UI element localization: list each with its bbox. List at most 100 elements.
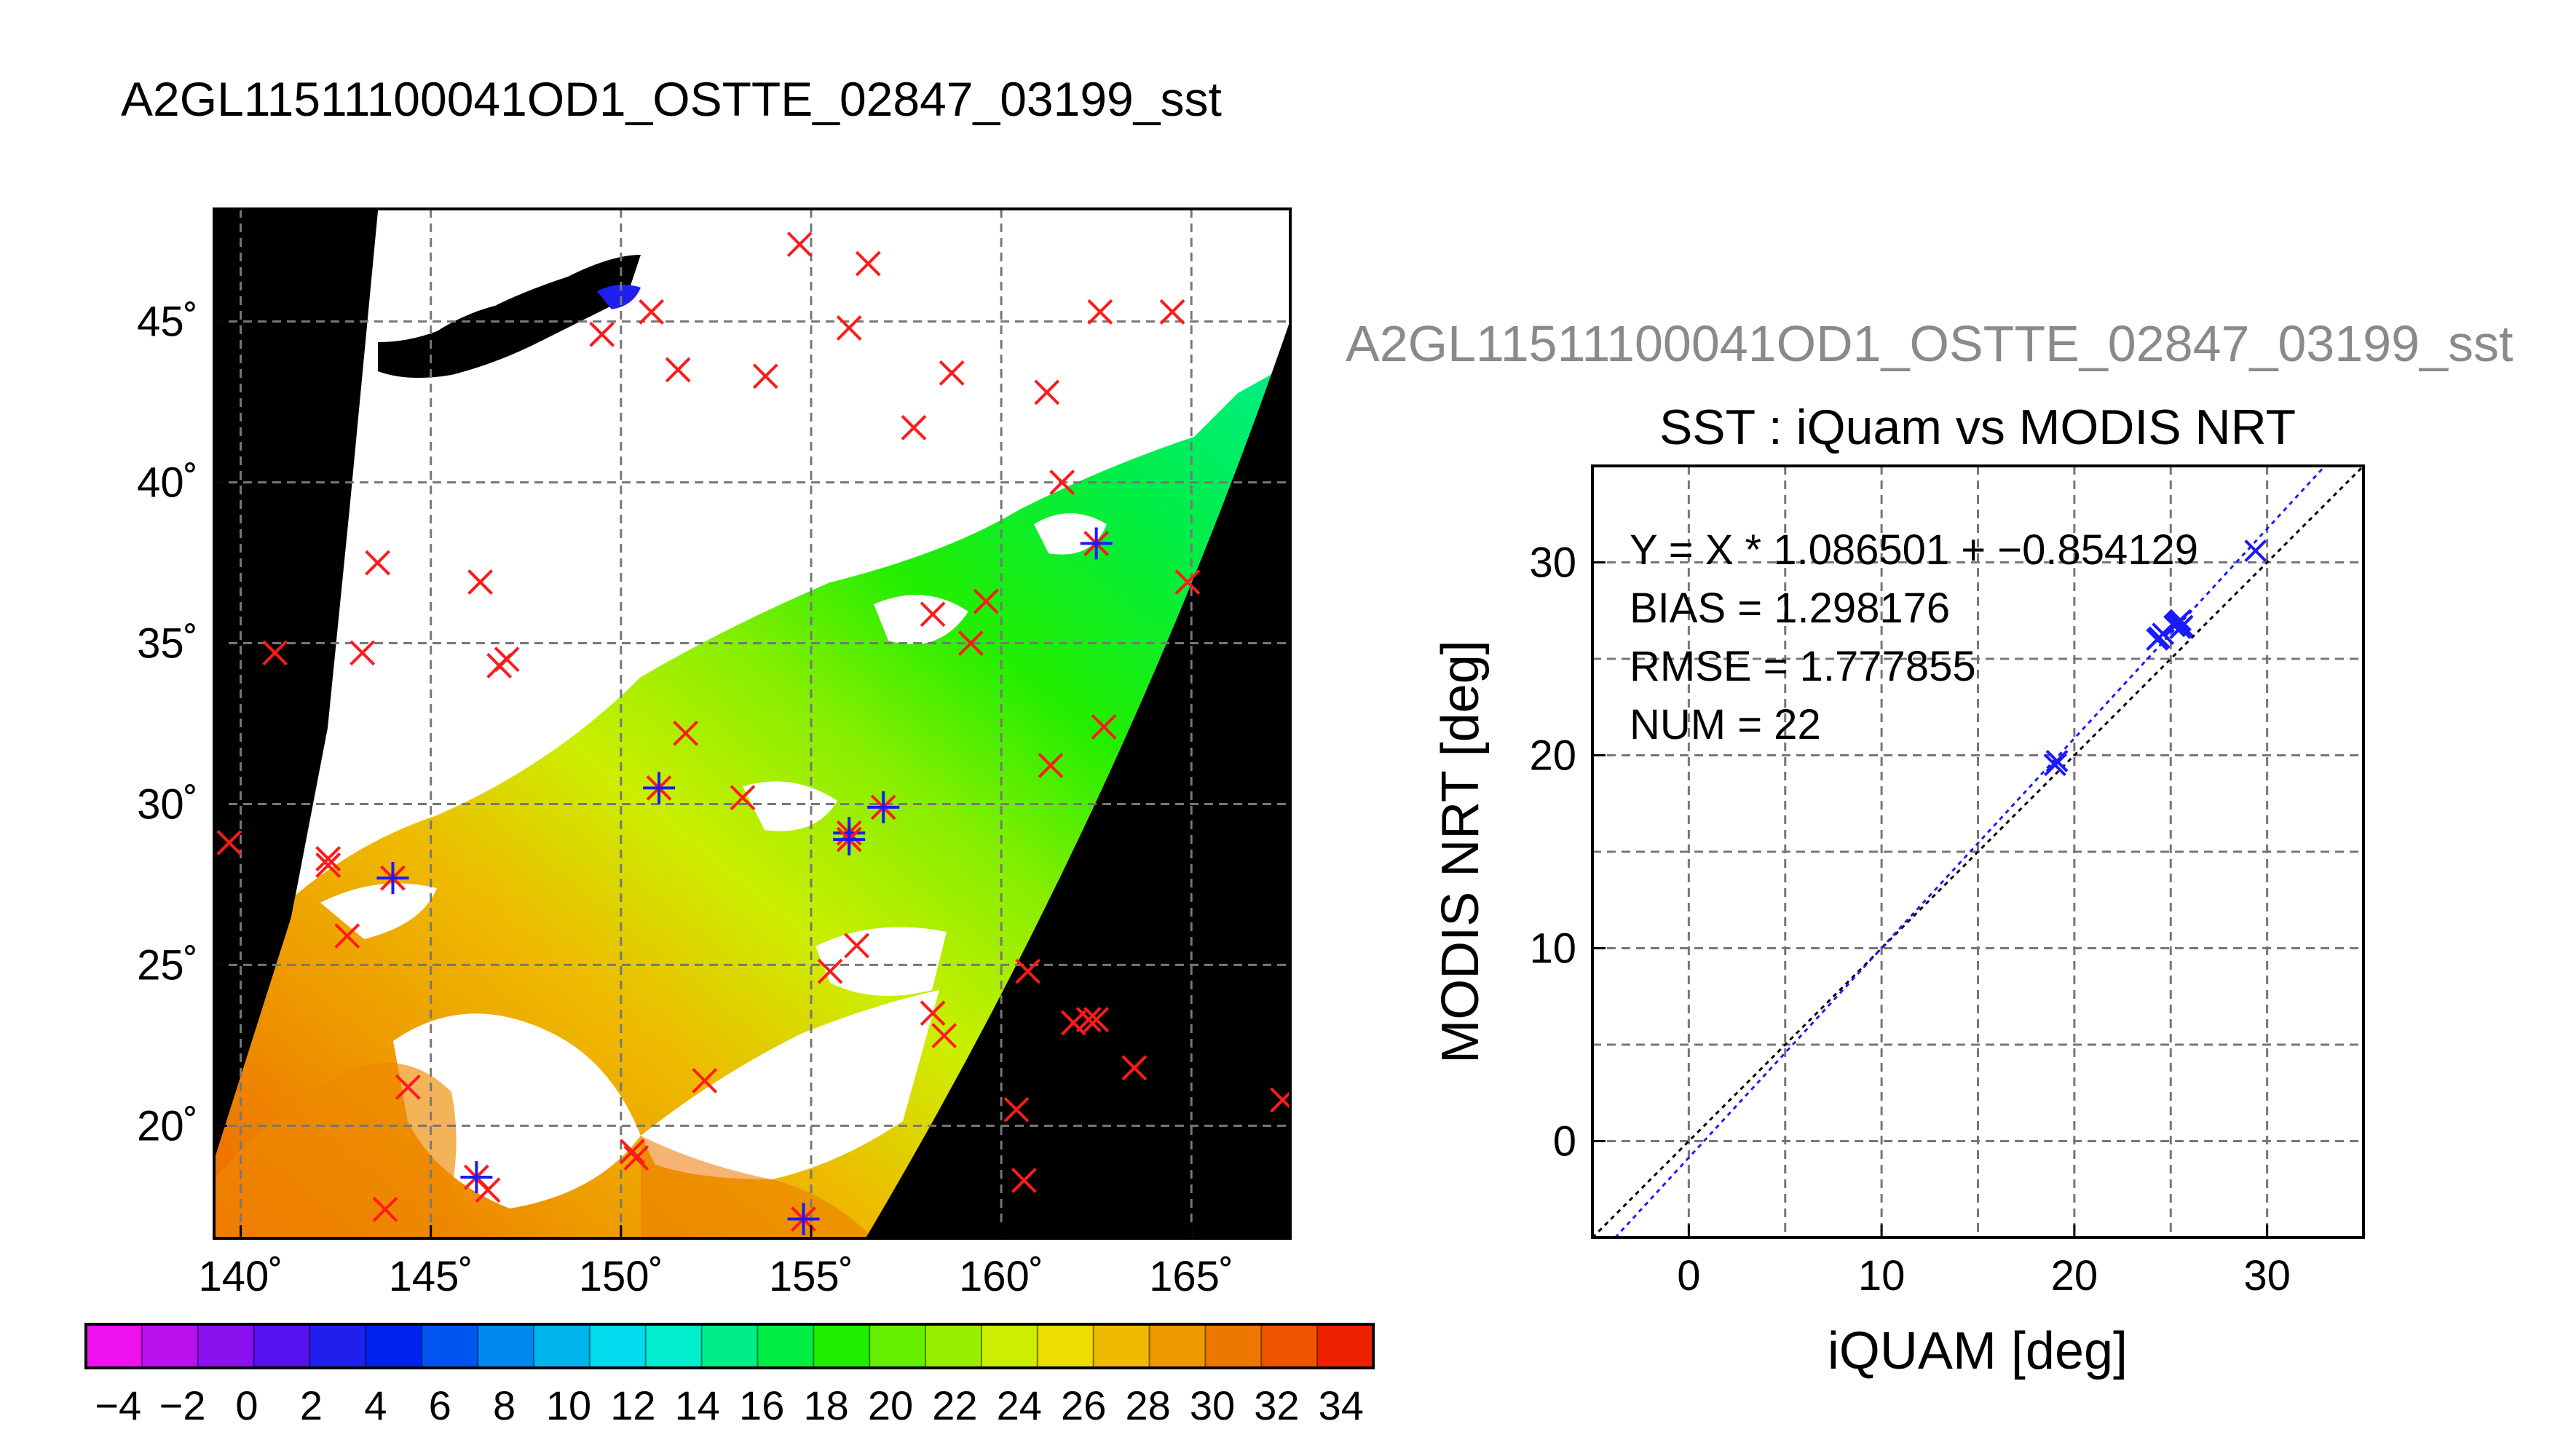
matchup-marker (957, 630, 984, 656)
matchup-marker (1174, 569, 1201, 595)
scatter-annotation: NUM = 22 (1630, 701, 1821, 748)
matchup-marker (673, 720, 699, 746)
page-title: A2GL11511100041OD1_OSTTE_02847_03199_sst (121, 72, 1222, 126)
colorbar-cells (86, 1324, 1374, 1368)
sst-warm-core (214, 1063, 457, 1238)
map-x-tick-label: 140˚ (199, 1253, 283, 1300)
colorbar-cell (1261, 1324, 1319, 1368)
colorbar-tick-label: 2 (300, 1382, 323, 1428)
colorbar-tick-label: 12 (610, 1382, 655, 1428)
matchup-marker (665, 357, 691, 383)
land-mass (378, 255, 641, 378)
matchup-marker (730, 785, 756, 811)
colorbar-cell (141, 1324, 199, 1368)
matchup-marker (1049, 470, 1075, 496)
matchup-marker (623, 1145, 649, 1171)
colorbar-tick-label: 6 (429, 1382, 451, 1428)
matchup-marker (920, 601, 946, 628)
matchup-marker (1003, 1096, 1030, 1123)
matchup-marker (817, 958, 843, 984)
matchup-marker (350, 640, 376, 666)
matchup-marker (372, 1196, 398, 1222)
matchup-marker (216, 830, 242, 855)
scatter-ticks: 0 10 20 30 0 10 20 30 (1529, 539, 2290, 1300)
matchup-marker (786, 232, 813, 258)
valid-matchup-marker (460, 1161, 493, 1194)
scatter-point (2169, 609, 2192, 632)
regression-line (1614, 464, 2326, 1239)
scatter-x-tick-label: 10 (1858, 1252, 1906, 1299)
matchup-marker (844, 933, 870, 959)
scatter-point (2045, 750, 2069, 772)
map-x-tick-label: 150˚ (579, 1253, 663, 1300)
scatter-title: SST : iQuam vs MODIS NRT (1659, 400, 2296, 455)
matchup-marker (620, 1139, 645, 1165)
colorbar-cell (533, 1324, 591, 1368)
matchup-marker (692, 1068, 718, 1093)
scatter-points (2043, 539, 2267, 777)
colorbar-cell (197, 1324, 255, 1368)
colorbar-tick-label: 14 (675, 1382, 720, 1428)
map-y-tick-label: 40˚ (137, 459, 198, 507)
colorbar-tick-label: 34 (1319, 1382, 1364, 1428)
map-markers (216, 232, 1290, 1235)
matchup-marker (262, 640, 288, 666)
matchup-marker (365, 550, 390, 576)
colorbar-tick-label: 26 (1061, 1382, 1106, 1428)
scatter-x-tick-label: 0 (1677, 1252, 1700, 1299)
colorbar-frame (84, 1323, 1375, 1369)
scatter-x-tick-label: 30 (2243, 1252, 2291, 1299)
map-frame (213, 207, 1292, 1240)
matchup-marker (1159, 298, 1185, 325)
colorbar-cell (478, 1324, 534, 1368)
map-x-tick-label: 155˚ (769, 1253, 853, 1300)
matchup-marker (901, 415, 927, 440)
map-y-tick-label: 35˚ (137, 620, 198, 668)
colorbar-cell (86, 1324, 143, 1368)
matchup-marker (467, 569, 493, 595)
map-x-tick-label: 145˚ (389, 1253, 473, 1300)
scatter-point (2152, 622, 2175, 645)
map-x-axis: 140˚ 145˚ 150˚ 155˚ 160˚ 165˚ (199, 1225, 1233, 1300)
colorbar-tick-label: 30 (1190, 1382, 1235, 1428)
scatter-point (2169, 617, 2192, 640)
colorbar-tick-label: 20 (868, 1382, 913, 1428)
colorbar-tick-label: 24 (997, 1382, 1042, 1428)
valid-matchup-marker (833, 823, 866, 856)
matchup-marker (1011, 1168, 1037, 1193)
matchup-marker (1015, 958, 1041, 984)
scatter-annotation: BIAS = 1.298176 (1630, 585, 1950, 632)
cloud-patch (874, 595, 968, 644)
scatter-annotation: RMSE = 1.777855 (1630, 643, 1976, 690)
valid-matchup-marker (1080, 527, 1113, 560)
matchup-marker (1121, 1055, 1148, 1081)
matchup-marker (1034, 379, 1060, 405)
colorbar-cell (309, 1324, 367, 1368)
colorbar-tick-label: 8 (493, 1382, 516, 1428)
matchup-marker (334, 923, 360, 949)
matchup-marker (1083, 1007, 1110, 1032)
valid-matchup-marker (787, 1203, 820, 1235)
identity-line (1591, 464, 2365, 1239)
map-x-tick-label: 165˚ (1149, 1253, 1233, 1300)
colorbar-cell (981, 1324, 1038, 1368)
map-y-axis: 20˚ 25˚ 30˚ 35˚ 40˚ 45˚ (137, 298, 227, 1150)
colorbar-tick-label: −4 (95, 1382, 141, 1428)
map-x-tick-label: 160˚ (959, 1253, 1043, 1300)
sst-warm-core (641, 1136, 874, 1238)
scatter-y-tick-label: 0 (1553, 1118, 1576, 1166)
colorbar-tick-label: 28 (1125, 1382, 1170, 1428)
matchup-marker (931, 1023, 957, 1049)
colorbar-tick-label: 22 (932, 1382, 977, 1428)
colorbar-cell (1149, 1324, 1207, 1368)
scatter-annotation: Y = X * 1.086501 + −0.854129 (1630, 526, 2198, 574)
matchup-marker (1091, 714, 1117, 740)
scatter-y-tick-label: 10 (1529, 925, 1576, 973)
map-grid (214, 209, 1290, 1238)
cold-patch (597, 285, 641, 309)
map-y-tick-label: 20˚ (137, 1102, 198, 1150)
colorbar-tick-label: −2 (159, 1382, 206, 1428)
cloud-patch (320, 883, 437, 939)
colorbar-cell (422, 1324, 479, 1368)
